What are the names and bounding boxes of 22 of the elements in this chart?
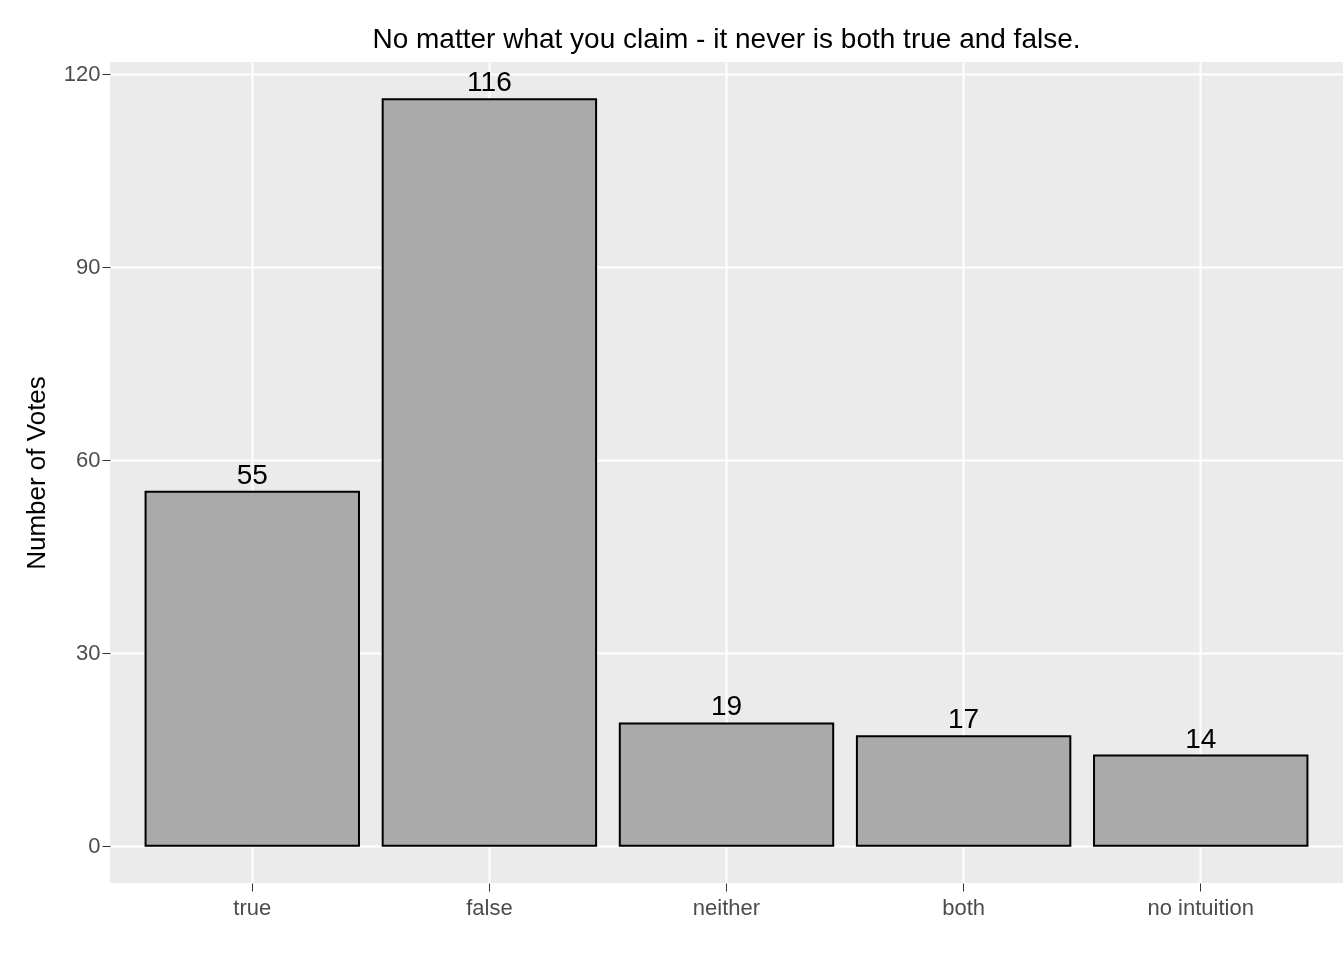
x-tick-label: both — [942, 894, 986, 920]
x-tick-label: true — [233, 894, 272, 920]
data-label: 14 — [1185, 722, 1217, 754]
bar — [1093, 754, 1309, 847]
y-tick-label: 60 — [76, 447, 101, 473]
bar — [381, 98, 598, 847]
bar — [855, 735, 1072, 847]
y-tick-label: 0 — [88, 833, 101, 859]
bar — [618, 722, 835, 847]
x-tick-label: neither — [692, 894, 761, 920]
y-tick-label: 90 — [76, 254, 101, 280]
data-label: 55 — [236, 458, 268, 490]
data-label: 19 — [710, 690, 743, 722]
data-label: 116 — [467, 66, 512, 98]
data-label: 17 — [948, 703, 980, 735]
x-tick-label: false — [466, 894, 513, 920]
y-tick-label: 120 — [63, 61, 101, 87]
y-tick-label: 30 — [76, 640, 101, 666]
y-axis-title: Number of Votes — [20, 376, 51, 570]
chart-title: No matter what you claim - it never is both true and false. — [372, 23, 1081, 54]
bar — [144, 490, 360, 847]
x-tick-label: no intuition — [1147, 894, 1254, 920]
